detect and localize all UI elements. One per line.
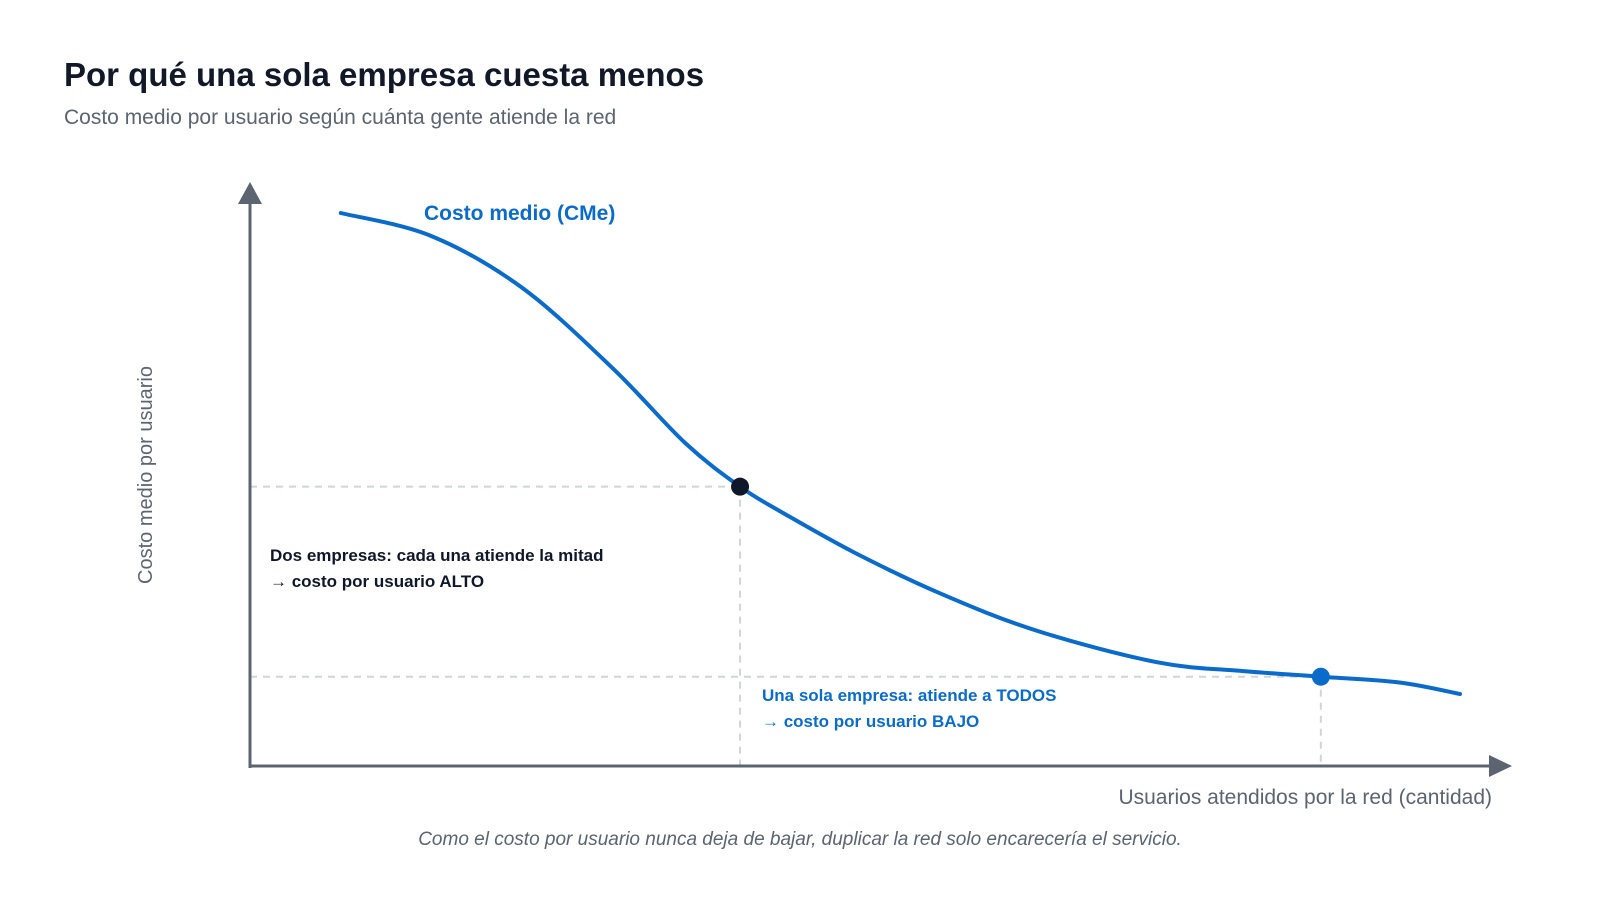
point-single-firm: [1311, 667, 1330, 686]
annotation-single-firm: Una sola empresa: atiende a TODOS → costo…: [762, 686, 1056, 731]
x-axis-arrow: [1489, 755, 1512, 777]
y-axis-arrow: [238, 182, 262, 204]
annotation-line: → costo por usuario BAJO: [762, 712, 979, 731]
chart-subtitle: Costo medio por usuario según cuánta gen…: [64, 106, 617, 129]
annotation-line: → costo por usuario ALTO: [270, 572, 484, 591]
annotation-line: Una sola empresa: atiende a TODOS: [762, 686, 1056, 705]
series-label: Costo medio (CMe): [424, 202, 615, 225]
x-axis-label: Usuarios atendidos por la red (cantidad): [1118, 786, 1492, 809]
point-two-firms: [731, 477, 750, 496]
series-line-cme: [338, 211, 1462, 696]
annotation-line: Dos empresas: cada una atiende la mitad: [270, 546, 604, 565]
y-axis-label: Costo medio por usuario: [135, 366, 157, 584]
chart-title: Por qué una sola empresa cuesta menos: [64, 56, 705, 93]
axes: [238, 182, 1512, 777]
reference-guides: [250, 485, 1322, 766]
chart-caption: Como el costo por usuario nunca deja de …: [418, 829, 1182, 850]
annotation-two-firms: Dos empresas: cada una atiende la mitad →…: [270, 546, 604, 591]
